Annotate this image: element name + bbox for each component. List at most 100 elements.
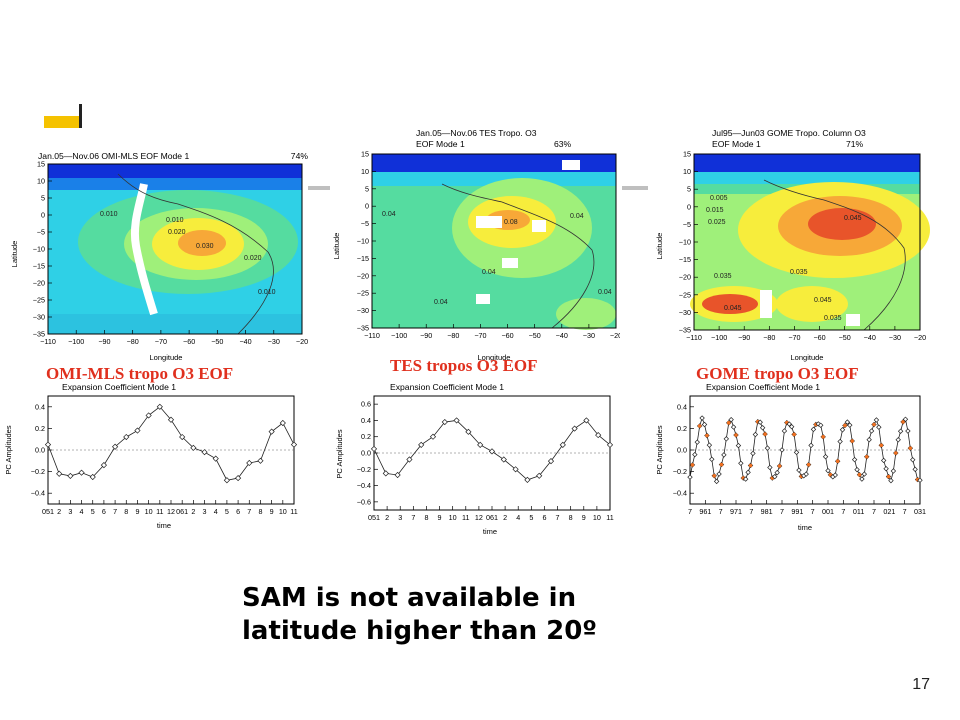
- gome-ts-point: [837, 438, 843, 445]
- tes-ts-point: [524, 476, 531, 483]
- omi-ts-xtick-label: 2: [57, 507, 61, 516]
- omi-ts-point: [201, 449, 208, 456]
- omi-ts-xtick-label: 10: [145, 507, 153, 516]
- omi-map-xtick-label: −80: [127, 337, 139, 346]
- omi-map-xtick-label: −50: [211, 337, 223, 346]
- gome-ts-point: [779, 447, 785, 453]
- gome-ts-point: [745, 469, 751, 476]
- gome-contour-label: 0.035: [824, 315, 842, 322]
- omi-map-xtick-label: −60: [183, 337, 195, 346]
- gome-ts-point: [839, 427, 846, 433]
- gome-ts-point: [728, 416, 734, 423]
- gome-ts-point: [687, 474, 693, 480]
- omi-ts-point: [279, 419, 286, 427]
- gome-map-ytick-label: 10: [683, 167, 691, 176]
- omi-ts-xtick-label: 11: [156, 507, 163, 516]
- omi-ts-point: [156, 403, 163, 410]
- gome-ts-highlight-point: [719, 462, 724, 467]
- omi-ts-xtick-label: 9: [270, 507, 274, 516]
- gome-contour-label: 0.005: [710, 195, 728, 202]
- gome-contour-label: 0.045: [844, 215, 862, 222]
- omi-contour-label: 0.030: [196, 243, 214, 250]
- gome-ts-xtick-label: 011: [853, 507, 864, 516]
- gome-ts-point: [716, 471, 722, 477]
- omi-ts-point: [123, 433, 130, 441]
- tes-map-ytick-label: −30: [357, 306, 369, 315]
- gome-ts-point: [883, 466, 889, 472]
- tes-map-xlabel: Longitude: [478, 353, 511, 362]
- tes-ts-point: [595, 431, 602, 439]
- omi-ts-point: [167, 416, 175, 423]
- gome-timeseries-figure: Expansion Coefficient Mode 1 0.4 0.2 0.0 −0…: [650, 380, 930, 536]
- gome-ts-highlight-point: [748, 463, 753, 468]
- gome-map-svg: Jul95—Jun03 GOME Tropo. Column O3 EOF Mo…: [655, 128, 930, 362]
- tes-ts-point: [441, 418, 448, 426]
- gome-ts-highlight-point: [872, 422, 876, 427]
- slide-message: SAM is not available in latitude higher …: [242, 582, 597, 648]
- gome-map-percent: 71%: [846, 139, 864, 149]
- gome-contour-label: 0.035: [714, 273, 732, 280]
- omi-ts-xtick-label: 051: [42, 507, 54, 516]
- gome-ts-point: [738, 460, 744, 466]
- tes-map-svg: Jan.05—Nov.06 TES Tropo. O3 EOF Mode 1 6…: [332, 128, 622, 362]
- omi-ts-point: [234, 474, 242, 482]
- tes-contour-label: 0.04: [482, 269, 496, 276]
- omi-map-ytick-label: −35: [33, 330, 45, 339]
- tes-map-xtick-label: −60: [501, 331, 513, 340]
- tes-mask: [476, 216, 502, 228]
- omi-ts-title: Expansion Coefficient Mode 1: [62, 382, 176, 392]
- gome-ts-highlight-point: [792, 432, 796, 437]
- tes-map-band-2: [372, 172, 616, 186]
- gome-ts-point: [825, 467, 831, 474]
- gome-map-subtitle: EOF Mode 1: [712, 139, 761, 149]
- gome-map-ytick-label: 0: [687, 202, 691, 211]
- tes-ts-point: [606, 441, 614, 448]
- omi-ts-xtick-label: 3: [203, 507, 207, 516]
- omi-ts-xtick-label: 4: [214, 507, 218, 516]
- omi-map-ytick-label: −30: [33, 313, 45, 322]
- gome-ts-highlight-point: [821, 435, 825, 439]
- tes-ts-point: [559, 441, 566, 448]
- accent-bar: [44, 116, 80, 128]
- tes-map-ytick-label: −35: [357, 324, 369, 333]
- tes-ts-ytick-label: 0.4: [361, 416, 371, 425]
- tes-map-percent: 63%: [554, 139, 572, 149]
- omi-ts-xtick-label: 11: [290, 507, 297, 516]
- tes-contour-label: 0.04: [382, 211, 396, 218]
- gome-ts-highlight-point: [726, 421, 731, 425]
- tes-map-xtick-label: −20: [610, 331, 620, 340]
- tes-ts-xtick-label: 051: [368, 513, 380, 522]
- omi-ts-xtick-label: 2: [191, 507, 195, 516]
- tes-ts-xtick-label: 5: [529, 513, 533, 522]
- tes-ts-xtick-label: 8: [424, 513, 428, 522]
- tes-map-band-top: [372, 154, 616, 172]
- tes-ts-ytick-label: −0.2: [357, 465, 371, 474]
- gome-ts-point: [803, 471, 809, 477]
- gome-ts-xtick-label: 7: [688, 507, 692, 516]
- gome-ts-highlight-point: [697, 424, 702, 428]
- tes-ts-xtick-label: 10: [593, 513, 601, 522]
- tes-contour-label: 0.04: [434, 299, 448, 306]
- gome-ts-highlight-point: [850, 439, 855, 443]
- tes-ts-xtick-label: 9: [582, 513, 586, 522]
- gome-ts-point: [888, 477, 894, 484]
- tes-ts-xtick-label: 12: [475, 513, 483, 522]
- gome-ts-point: [713, 478, 720, 485]
- tes-ts-point: [488, 448, 496, 455]
- gome-ts-title: Expansion Coefficient Mode 1: [706, 382, 820, 392]
- tes-map-subtitle: EOF Mode 1: [416, 139, 465, 149]
- omi-ts-xtick-label: 12: [167, 507, 175, 516]
- gome-ts-highlight-point: [864, 454, 869, 459]
- omi-ts-xtick-label: 7: [113, 507, 117, 516]
- gome-map-xtick-label: −50: [839, 333, 851, 342]
- gome-contour-3: [808, 208, 876, 240]
- omi-ts-point: [223, 477, 231, 484]
- gome-ts-xlabel: time: [798, 523, 812, 532]
- tes-ts-point: [512, 466, 519, 473]
- gome-map-ytick-label: −25: [679, 290, 691, 299]
- omi-contour-4: [178, 230, 226, 256]
- gome-ts-point: [735, 442, 742, 449]
- tes-ts-xtick-label: 2: [385, 513, 389, 522]
- slide-message-line-1: SAM is not available in: [242, 583, 577, 613]
- tes-ts-ytick-label: −0.4: [357, 481, 371, 490]
